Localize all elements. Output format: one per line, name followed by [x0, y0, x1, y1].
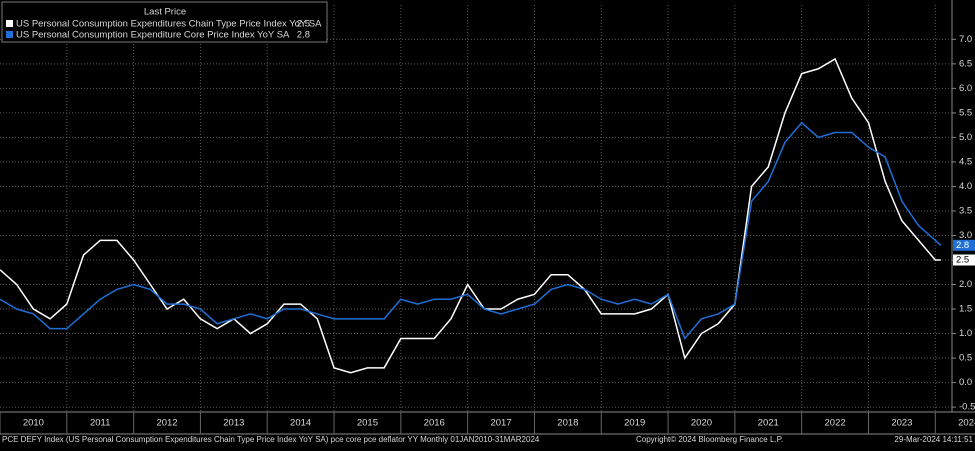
- x-tick-label: 2018: [557, 418, 578, 429]
- legend-label: US Personal Consumption Expenditure Core…: [16, 30, 290, 41]
- x-tick-label: 2012: [156, 418, 177, 429]
- plot-area: [0, 5, 952, 412]
- last-value-box: [953, 254, 975, 266]
- x-tick-label: 2022: [825, 418, 846, 429]
- y-tick-label: 4.0: [959, 181, 972, 192]
- series-line: [0, 57, 941, 374]
- y-tick-label: 3.0: [959, 230, 972, 241]
- last-value-label: 2.5: [956, 255, 969, 266]
- legend-value: 2.5: [297, 19, 310, 30]
- x-tick-label: 2015: [357, 418, 378, 429]
- x-tick-label: 2024: [958, 418, 975, 429]
- x-tick-label: 2014: [290, 418, 311, 429]
- y-tick-label: 3.5: [959, 205, 972, 216]
- x-tick-label: 2016: [424, 418, 445, 429]
- legend-title: Last Price: [144, 7, 186, 18]
- footer-copyright: Copyright© 2024 Bloomberg Finance L.P.: [636, 435, 783, 444]
- y-tick-label: 5.0: [959, 132, 972, 143]
- y-tick-label: -0.5: [959, 402, 975, 413]
- y-tick-label: 1.5: [959, 304, 972, 315]
- x-tick-label: 2011: [90, 418, 110, 429]
- legend-label: US Personal Consumption Expenditures Cha…: [16, 19, 322, 30]
- x-tick-label: 2023: [891, 418, 912, 429]
- x-tick-label: 2020: [691, 418, 712, 429]
- x-tick-label: 2021: [758, 418, 779, 429]
- last-value-label: 2.8: [956, 240, 969, 251]
- x-tick-label: 2013: [223, 418, 244, 429]
- y-tick-label: 5.5: [959, 107, 972, 118]
- x-tick-label: 2010: [23, 418, 44, 429]
- last-value-box: [953, 239, 975, 251]
- legend-swatch: [6, 20, 13, 27]
- y-tick-label: 6.0: [959, 83, 972, 94]
- y-tick-label: 6.5: [959, 58, 972, 69]
- y-tick-label: 4.5: [959, 156, 972, 167]
- y-tick-label: 7.0: [959, 34, 972, 45]
- legend-box: [1, 1, 328, 43]
- y-tick-label: 0.0: [959, 377, 972, 388]
- legend-value: 2.8: [297, 30, 310, 41]
- legend-swatch: [6, 31, 13, 38]
- x-tick-label: 2017: [490, 418, 511, 429]
- footer-description: PCE DEFY Index (US Personal Consumption …: [2, 435, 540, 444]
- series-line: [0, 121, 942, 340]
- y-tick-label: 2.0: [959, 279, 972, 290]
- x-tick-label: 2019: [624, 418, 645, 429]
- y-tick-label: 0.5: [959, 353, 972, 364]
- y-tick-label: 1.0: [959, 328, 972, 339]
- footer-timestamp: 29-Mar-2024 14:11:51: [894, 435, 973, 444]
